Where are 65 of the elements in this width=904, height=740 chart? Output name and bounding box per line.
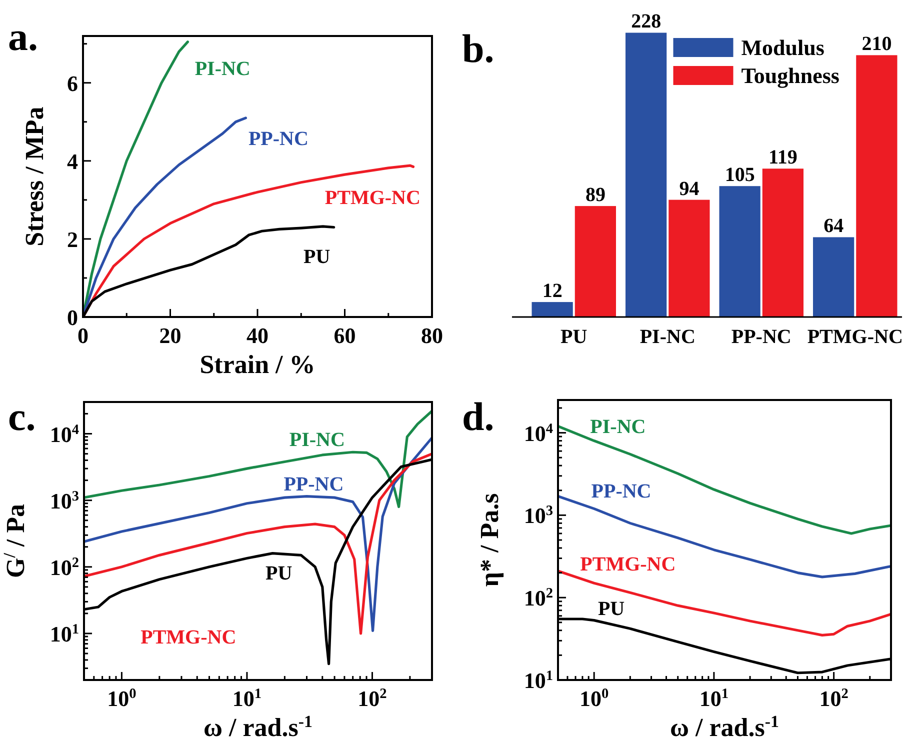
bar [574, 206, 616, 317]
x-tick-label: PU [560, 326, 588, 348]
y-tick-label: 10$^{4}$ [50, 422, 79, 447]
x-tick-label: 40 [246, 323, 268, 348]
data-label: 105 [724, 164, 755, 186]
bar [626, 32, 667, 317]
y-tick-label: 2 [67, 226, 78, 252]
series-label: PP-NC [591, 480, 652, 503]
legend-label: Modulus [741, 35, 825, 60]
bar [813, 237, 854, 317]
x-tick-label: PI-NC [640, 326, 696, 348]
x-tick-label: PP-NC [731, 326, 792, 348]
series-label: PU [598, 598, 625, 620]
y-tick-label: 10$^{3}$ [50, 488, 79, 514]
bar [668, 200, 710, 317]
data-label: 210 [862, 33, 892, 56]
y-tick-label: 10$^{3}$ [524, 503, 553, 528]
series-label: PTMG-NC [324, 187, 420, 210]
series-label: PP-NC [284, 474, 344, 496]
y-axis-title: Stress / MPa [20, 106, 49, 246]
bar [719, 186, 760, 317]
x-tick-label: 10$^{2}$ [819, 686, 848, 711]
data-label: 64 [824, 215, 844, 238]
x-tick-label: 10$^{0}$ [107, 686, 136, 711]
series-label: PP-NC [248, 128, 308, 150]
data-label: 228 [631, 10, 662, 33]
data-label: 94 [679, 178, 700, 200]
y-tick-label: 10$^{2}$ [524, 586, 553, 611]
y-tick-label: 6 [67, 70, 78, 96]
series-label: PI-NC [590, 416, 646, 438]
legend-label: Toughness [741, 63, 840, 88]
data-label: 119 [768, 146, 798, 169]
y-tick-label: 10$^{1}$ [524, 668, 553, 693]
series-label: PU [303, 246, 330, 268]
x-tick-label: 80 [421, 323, 443, 348]
x-tick-label: PTMG-NC [807, 326, 903, 348]
data-label: 89 [585, 184, 606, 206]
chart-title: c. [8, 394, 36, 439]
bar [532, 302, 573, 317]
chart-title: a. [8, 14, 38, 59]
y-tick-label: 4 [67, 148, 78, 174]
y-tick-label: 0 [67, 305, 78, 330]
series-label: PI-NC [289, 429, 345, 452]
bar [856, 55, 898, 317]
x-tick-label: 10$^{1}$ [699, 686, 729, 711]
x-tick-label: 10$^{2}$ [358, 686, 387, 711]
x-tick-label: 10$^{1}$ [232, 686, 262, 711]
x-tick-label: 20 [159, 323, 182, 348]
x-tick-label: 10$^{0}$ [580, 686, 609, 711]
chart-title: b. [462, 26, 494, 71]
series-label: PTMG-NC [580, 553, 676, 576]
y-axis-title: η* / Pa.s [475, 493, 504, 587]
x-axis-title: ω / rad.s$^{-1}$ [670, 712, 779, 740]
y-tick-label: 10$^{4}$ [524, 420, 553, 446]
bar [762, 168, 804, 317]
y-tick-label: 10$^{1}$ [50, 621, 79, 646]
x-axis-title: Strain / % [200, 350, 316, 379]
x-tick-label: 60 [334, 323, 356, 348]
chart-title: d. [462, 394, 494, 439]
series-label: PU [266, 562, 292, 585]
x-axis-title: ω / rad.s$^{-1}$ [204, 712, 312, 740]
text: PTMG-NC [140, 626, 236, 649]
data-label: 12 [542, 280, 562, 302]
y-tick-label: 10$^{2}$ [50, 554, 79, 580]
series-label: PI-NC [194, 58, 250, 80]
